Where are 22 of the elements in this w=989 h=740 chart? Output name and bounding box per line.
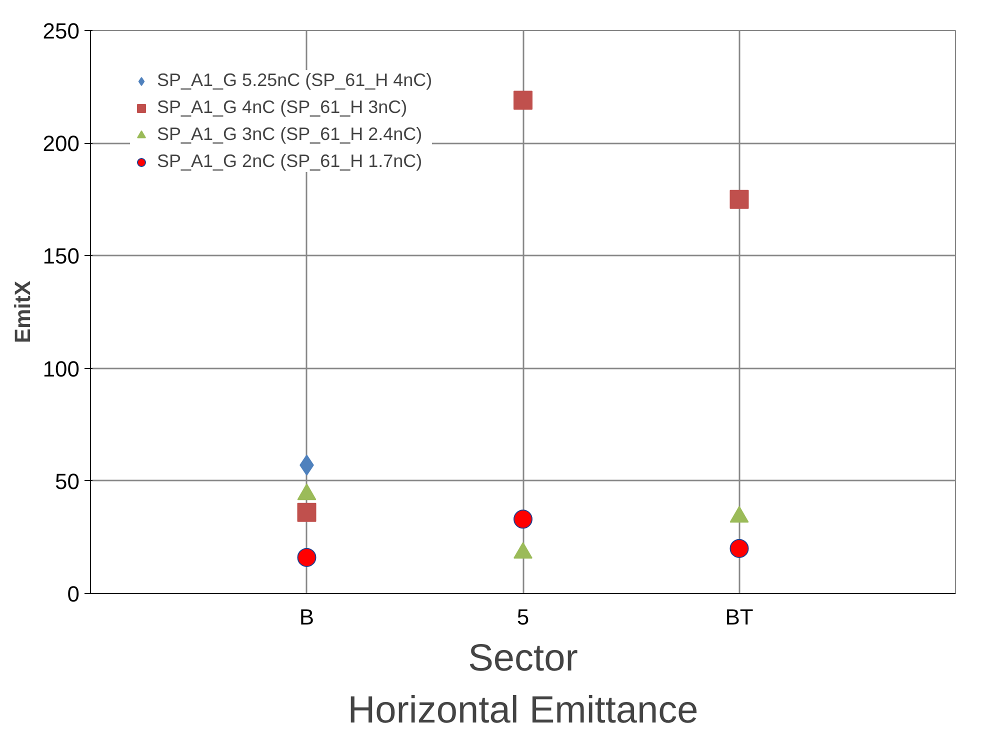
point (514, 510, 532, 529)
y-tick-label: 0 (67, 582, 80, 606)
legend-label: SP_A1_G 4nC (SP_61_H 3nC) (157, 97, 408, 118)
text: Horizontal Emittance (348, 690, 698, 732)
x-tick-label: BT (725, 604, 754, 630)
point (730, 190, 749, 209)
y-tick-label: 250 (42, 18, 80, 44)
y-tick-label: 50 (55, 468, 80, 494)
x-axis-title: Sector (468, 638, 578, 680)
point (297, 502, 316, 522)
legend-label: SP_A1_G 5.25nC (SP_61_H 4nC) (157, 70, 432, 91)
y-tick-label: 100 (42, 356, 80, 382)
legend-label: SP_A1_G 3nC (SP_61_H 2.4nC) (157, 124, 422, 145)
x-tick-label: B (299, 604, 314, 630)
point (514, 90, 532, 110)
legend-label: SP_A1_G 2nC (SP_61_H 1.7nC) (157, 151, 422, 172)
point (730, 538, 749, 558)
x-tick-label: 5 (516, 604, 530, 630)
y-tick-label: 150 (42, 244, 80, 269)
y-axis-title: EmitX (10, 280, 35, 344)
y-tick-label: 200 (42, 131, 80, 156)
point (297, 548, 316, 567)
